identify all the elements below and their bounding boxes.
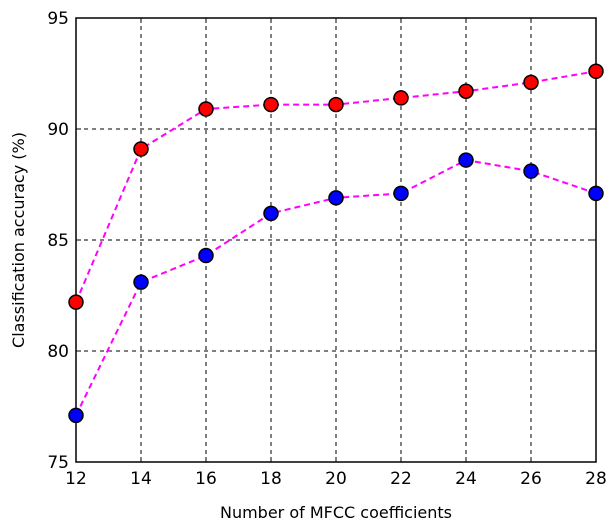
x-tick-label: 26: [520, 469, 542, 489]
data-point: [69, 408, 83, 422]
y-tick-label: 90: [47, 120, 69, 140]
y-tick-label: 80: [47, 342, 69, 362]
data-point: [589, 186, 603, 200]
data-point: [134, 275, 148, 289]
x-tick-label: 24: [455, 469, 477, 489]
x-tick-label: 20: [325, 469, 347, 489]
data-point: [589, 64, 603, 78]
data-point: [394, 186, 408, 200]
data-point: [264, 98, 278, 112]
data-point: [69, 295, 83, 309]
x-tick-label: 18: [260, 469, 282, 489]
data-point: [394, 91, 408, 105]
x-tick-label: 16: [195, 469, 217, 489]
data-point: [199, 249, 213, 263]
data-point: [329, 191, 343, 205]
data-point: [459, 84, 473, 98]
data-point: [264, 206, 278, 220]
x-axis-title: Number of MFCC coefficients: [220, 503, 452, 522]
data-point: [459, 153, 473, 167]
y-tick-label: 95: [47, 9, 69, 29]
data-point: [199, 102, 213, 116]
y-tick-label: 75: [47, 453, 69, 473]
data-point: [329, 98, 343, 112]
x-tick-label: 22: [390, 469, 412, 489]
data-point: [134, 142, 148, 156]
y-tick-label: 85: [47, 231, 69, 251]
data-point: [524, 164, 538, 178]
x-tick-label: 14: [130, 469, 152, 489]
x-tick-label: 28: [585, 469, 607, 489]
y-axis-title: Classification accuracy (%): [9, 132, 28, 348]
data-point: [524, 75, 538, 89]
